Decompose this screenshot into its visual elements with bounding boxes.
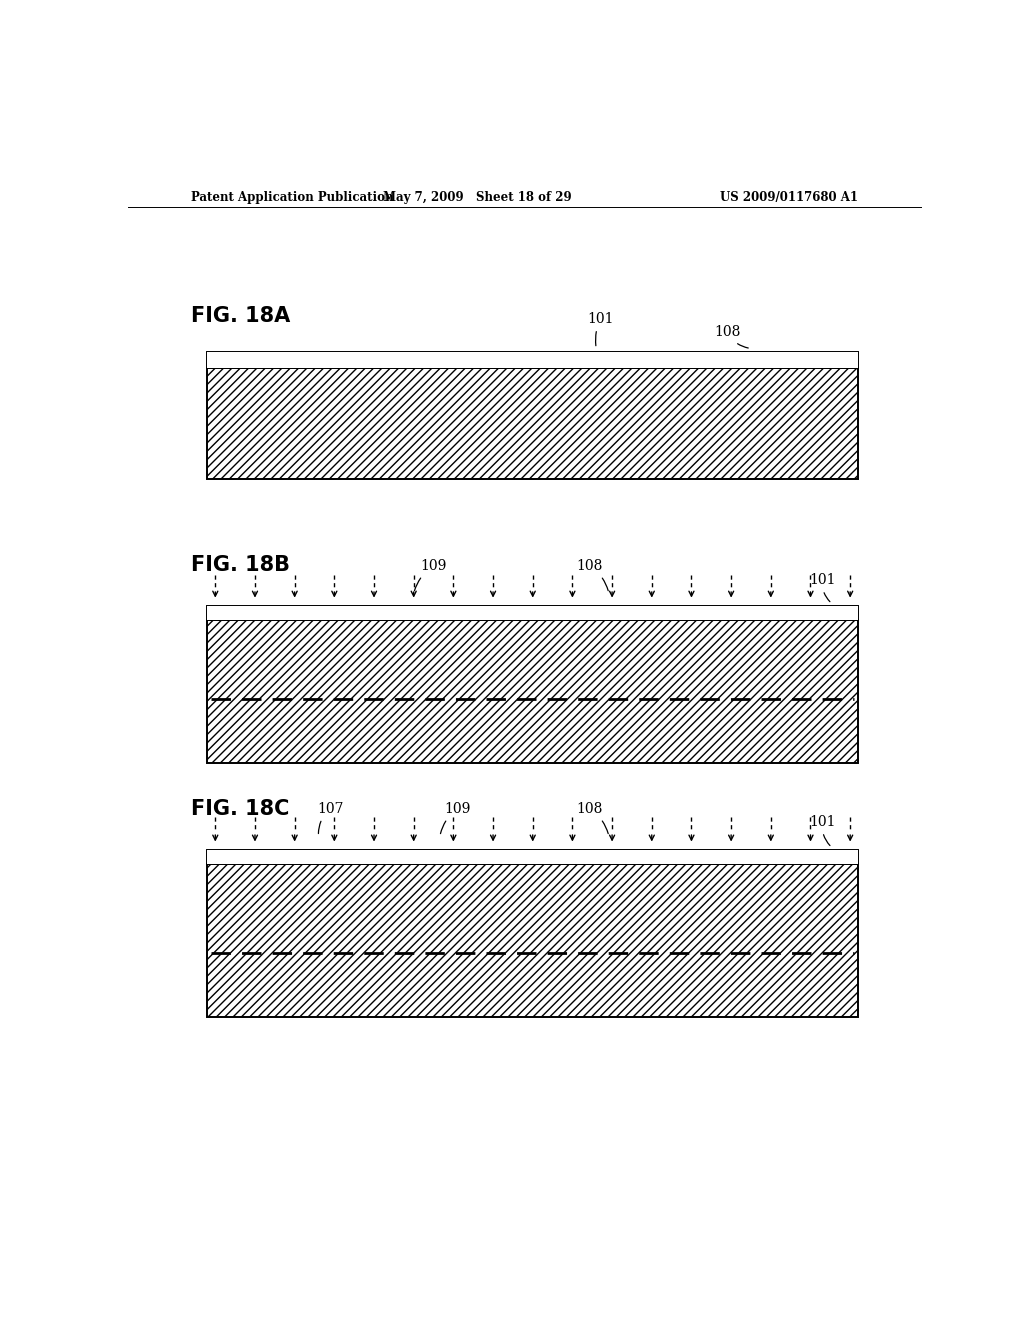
Bar [207,606,858,620]
Bar [207,850,858,863]
Bar [207,351,858,368]
Bar [207,351,858,368]
Bar [207,606,858,620]
Text: 101: 101 [587,312,613,346]
Text: 108: 108 [577,560,608,591]
Bar [207,850,858,863]
Text: FIG. 18B: FIG. 18B [191,554,291,576]
Text: 101: 101 [809,573,836,602]
Bar [207,620,858,763]
Text: Patent Application Publication: Patent Application Publication [191,190,394,203]
Text: 109: 109 [415,560,446,591]
Text: FIG. 18A: FIG. 18A [191,306,291,326]
Text: 108: 108 [577,803,608,834]
Text: 109: 109 [440,803,471,834]
Text: US 2009/0117680 A1: US 2009/0117680 A1 [720,190,858,203]
Text: FIG. 18C: FIG. 18C [191,799,290,818]
Text: 107: 107 [317,803,344,833]
Bar [207,368,858,479]
Text: 108: 108 [714,325,749,348]
Bar [207,863,858,1018]
Text: May 7, 2009   Sheet 18 of 29: May 7, 2009 Sheet 18 of 29 [383,190,571,203]
Text: 101: 101 [809,816,836,846]
